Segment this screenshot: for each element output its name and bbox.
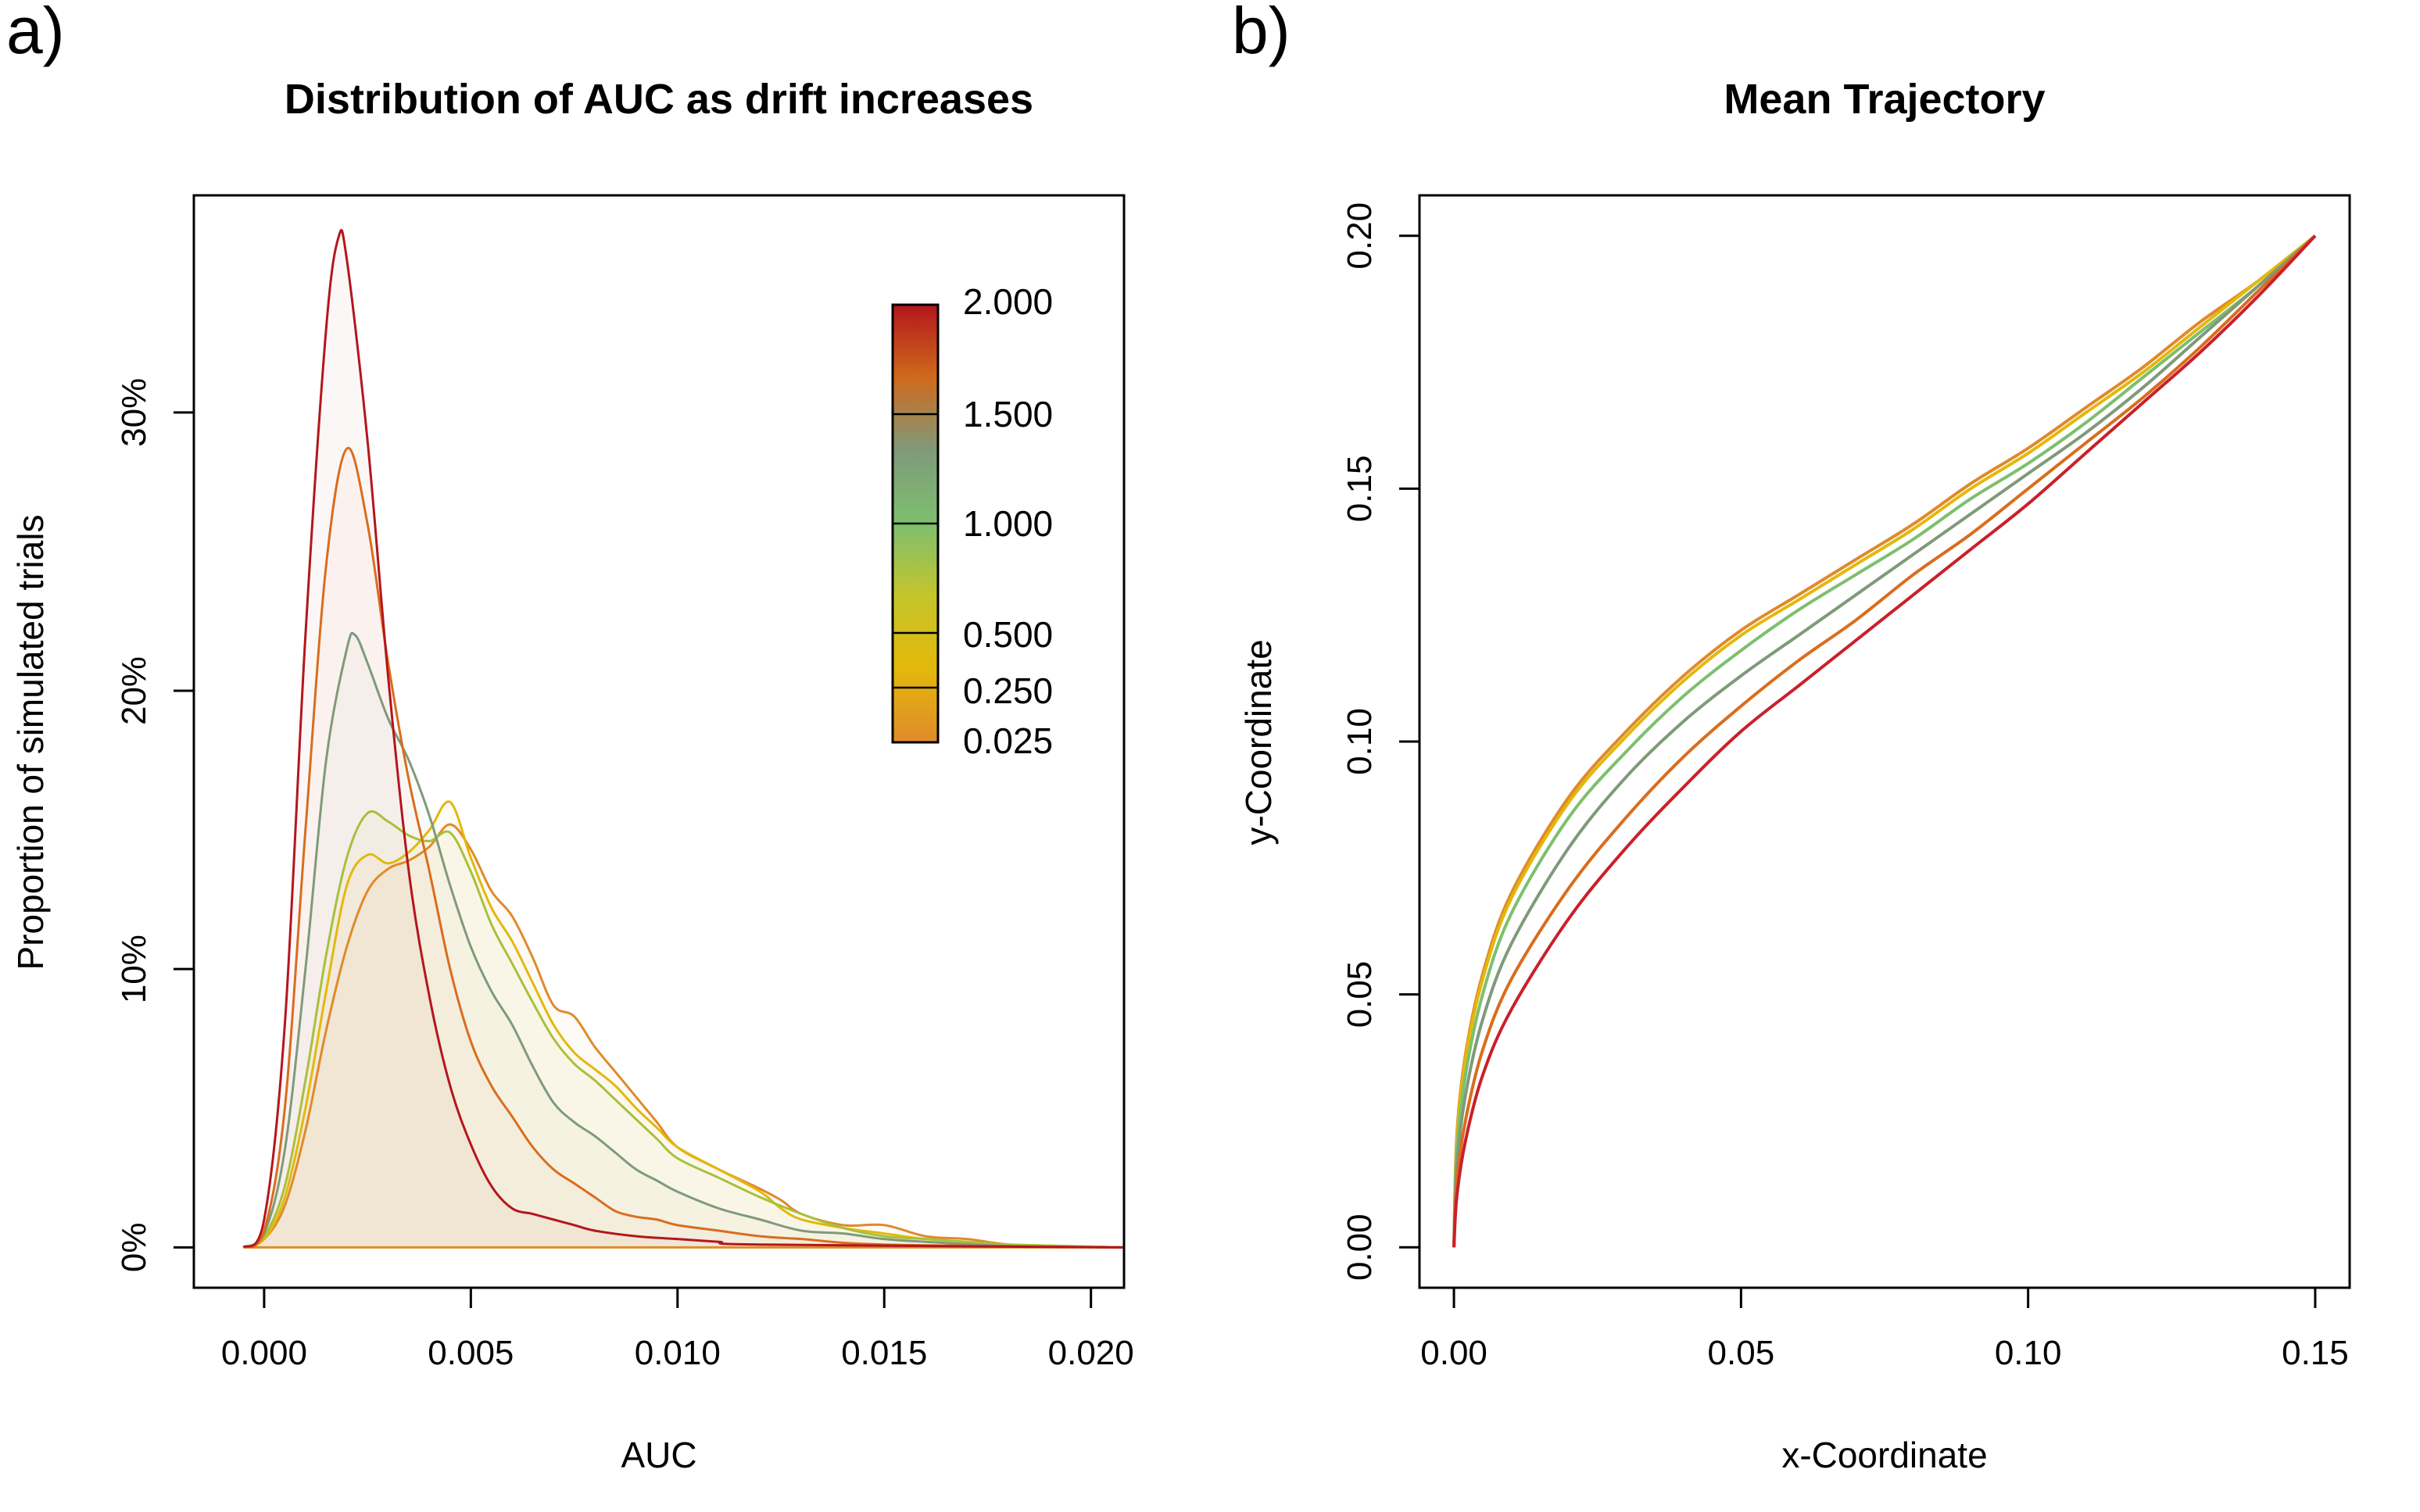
panel-a-x-tick-label: 0.000	[221, 1334, 307, 1372]
legend-label: 0.250	[963, 670, 1053, 711]
density-line-drift-1	[242, 631, 1124, 1249]
panel-b-letter: b)	[1232, 0, 1291, 67]
trajectory-line-drift-0.025	[1452, 234, 2317, 1248]
legend-label: 1.000	[963, 503, 1053, 544]
density-line-drift-1.5	[242, 446, 1124, 1249]
trajectory-line-drift-1.5	[1452, 234, 2317, 1248]
panel-a-x-tick-label: 0.005	[428, 1334, 514, 1372]
panel-a-title: Distribution of AUC as drift increases	[285, 76, 1033, 123]
density-line-drift-0.5	[242, 810, 1124, 1249]
panel-b-y-tick-label: 0.20	[1341, 202, 1379, 270]
panel-b-x-tick-label: 0.00	[1420, 1334, 1487, 1372]
legend-label: 0.500	[963, 614, 1053, 655]
panel-b-x-tick-label: 0.10	[1995, 1334, 2062, 1372]
panel-a-series-lines	[242, 228, 1124, 1249]
panel-a-y-tick-label: 10%	[115, 935, 153, 1003]
density-line-drift-0.025	[242, 823, 1124, 1249]
panel-b-y-tick-label: 0.10	[1341, 708, 1379, 775]
panel-a-x-tick-label: 0.010	[635, 1334, 721, 1372]
panel-b-y-tick-label: 0.15	[1341, 456, 1379, 523]
panel-b-series-lines	[1452, 234, 2317, 1248]
panel-b-x-axis: 0.00 0.05 0.10 0.15	[1420, 1288, 2349, 1372]
legend-label: 0.025	[963, 720, 1053, 761]
panel-b-x-tick-label: 0.05	[1708, 1334, 1775, 1372]
panel-b-x-label: x-Coordinate	[1781, 1435, 1987, 1475]
panel-b-y-tick-label: 0.00	[1341, 1214, 1379, 1281]
panel-b-y-label: y-Coordinate	[1238, 639, 1279, 845]
panel-a-color-legend: 2.000 1.500 1.000 0.500 0.250 0.025	[891, 281, 1053, 761]
panel-a-plot-frame	[192, 194, 1126, 1289]
panel-a-x-tick-label: 0.020	[1048, 1334, 1134, 1372]
panel-a-y-tick-label: 30%	[115, 378, 153, 447]
panel-a-letter: a)	[6, 0, 65, 67]
panel-b-x-tick-label: 0.15	[2282, 1334, 2349, 1372]
panel-a-x-axis: 0.000 0.005 0.010 0.015 0.020	[221, 1288, 1134, 1372]
panel-a-y-tick-label: 20%	[115, 656, 153, 725]
legend-label: 1.500	[963, 394, 1053, 434]
legend-label: 2.000	[963, 281, 1053, 322]
trajectory-line-drift-0.25	[1452, 234, 2317, 1248]
trajectory-line-drift-2	[1452, 234, 2317, 1248]
trajectory-line-drift-1	[1452, 234, 2317, 1248]
density-line-drift-2	[242, 228, 1124, 1249]
panel-b-plot-frame	[1418, 194, 2351, 1289]
panel-b-y-axis: 0.00 0.05 0.10 0.15 0.20	[1341, 202, 1419, 1281]
trajectory-line-drift-0.5	[1452, 234, 2317, 1248]
panel-a: a) Distribution of AUC as drift increase…	[6, 0, 1134, 1475]
panel-b: b) Mean Trajectory 0.00 0.05 0.10 0.15 0.00…	[1232, 0, 2351, 1475]
panel-a-x-label: AUC	[621, 1435, 696, 1475]
panel-a-y-axis: 0% 10% 20% 30%	[115, 378, 194, 1272]
panel-a-y-tick-label: 0%	[115, 1223, 153, 1273]
panel-b-y-tick-label: 0.05	[1341, 961, 1379, 1028]
panel-a-x-tick-label: 0.015	[841, 1334, 927, 1372]
panel-a-y-label: Proportion of simulated trials	[10, 515, 51, 970]
panel-b-title: Mean Trajectory	[1724, 76, 2045, 123]
